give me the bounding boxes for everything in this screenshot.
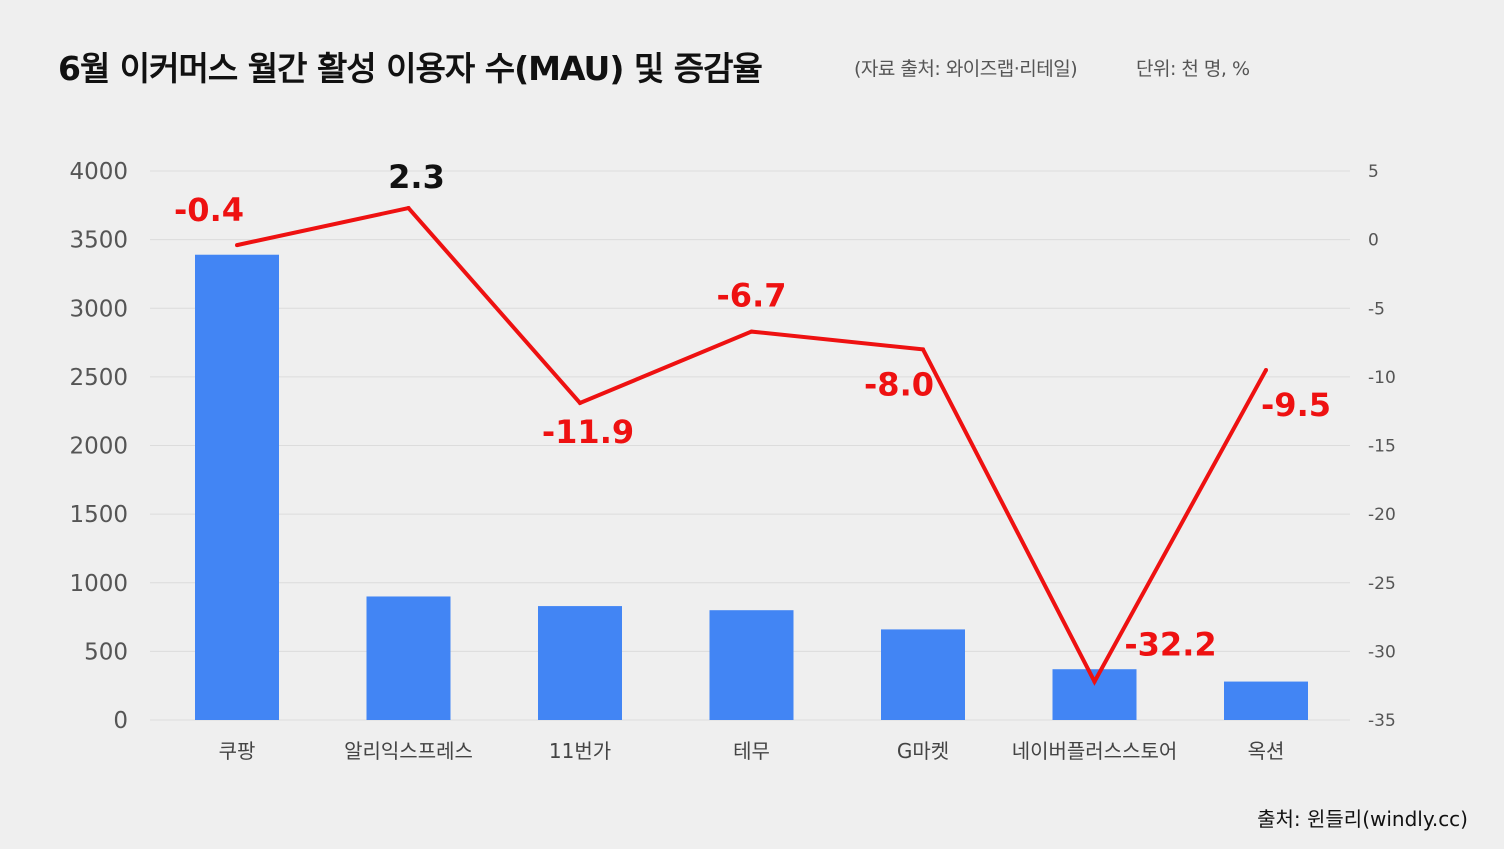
left-tick-label: 500 — [84, 639, 128, 665]
mau-bar — [1052, 669, 1137, 720]
right-tick-label: -15 — [1368, 437, 1396, 457]
category-label: 알리익스프레스 — [344, 739, 473, 763]
right-tick-label: 0 — [1368, 231, 1379, 251]
left-tick-label: 4000 — [69, 159, 128, 185]
mau-bar — [366, 596, 451, 720]
growth-rate-label: -0.4 — [174, 191, 244, 229]
right-tick-label: 5 — [1368, 162, 1379, 182]
right-tick-label: -35 — [1368, 711, 1396, 731]
credit-text: 출처: 윈들리(windly.cc) — [1257, 807, 1468, 831]
left-tick-label: 3000 — [69, 296, 128, 322]
line-series — [235, 205, 1268, 686]
growth-rate-point — [1092, 679, 1097, 684]
right-tick-label: -5 — [1368, 299, 1385, 319]
category-axis: 쿠팡 알리익스프레스 11번가 테무 G마켓 네이버플러스스토어 옥션 — [219, 739, 1285, 763]
growth-rate-label: 2.3 — [388, 158, 445, 196]
left-tick-label: 2500 — [69, 365, 128, 391]
bar-series — [195, 254, 1308, 720]
growth-rate-point — [235, 243, 239, 248]
category-label: 11번가 — [549, 739, 611, 763]
rate-labels: -0.4 2.3 -11.9 -6.7 -8.0 -32.2 -9.5 — [174, 158, 1331, 664]
right-tick-label: -20 — [1368, 505, 1396, 525]
mau-bar — [195, 254, 279, 720]
left-tick-label: 1500 — [69, 502, 128, 528]
category-label: 네이버플러스스토어 — [1012, 739, 1178, 763]
left-tick-label: 3500 — [69, 228, 128, 254]
mau-bar — [1224, 681, 1308, 720]
left-axis: 0 500 1000 1500 2000 2500 3000 3500 4000 — [69, 159, 128, 734]
right-tick-label: -10 — [1368, 368, 1396, 388]
mau-bar — [538, 606, 622, 720]
right-tick-label: -30 — [1368, 642, 1396, 662]
growth-rate-point — [406, 206, 411, 211]
category-label: 테무 — [733, 739, 770, 763]
growth-rate-point — [749, 329, 754, 334]
growth-rate-point — [1264, 368, 1268, 373]
growth-rate-label: -32.2 — [1124, 626, 1216, 664]
growth-rate-label: -8.0 — [864, 365, 934, 403]
right-axis: -35 -30 -25 -20 -15 -10 -5 0 5 — [1368, 162, 1396, 731]
left-tick-label: 0 — [113, 708, 128, 734]
unit-note: 단위: 천 명, % — [1136, 58, 1250, 80]
growth-rate-label: -9.5 — [1261, 386, 1331, 424]
left-tick-label: 1000 — [69, 571, 128, 597]
right-tick-label: -25 — [1368, 574, 1396, 594]
category-label: 옥션 — [1248, 739, 1285, 763]
growth-rate-point — [578, 400, 582, 405]
growth-rate-label: -6.7 — [717, 277, 787, 315]
gridlines — [150, 170, 1350, 721]
left-tick-label: 2000 — [69, 434, 128, 460]
source-note: (자료 출처: 와이즈랩·리테일) — [854, 58, 1078, 80]
chart-title: 6월 이커머스 월간 활성 이용자 수(MAU) 및 증감율 — [58, 49, 763, 88]
mau-bar — [881, 629, 965, 720]
mau-bar — [709, 610, 794, 720]
category-label: 쿠팡 — [219, 739, 256, 763]
category-label: G마켓 — [897, 739, 949, 763]
growth-rate-point — [921, 347, 925, 352]
growth-rate-label: -11.9 — [542, 413, 634, 451]
